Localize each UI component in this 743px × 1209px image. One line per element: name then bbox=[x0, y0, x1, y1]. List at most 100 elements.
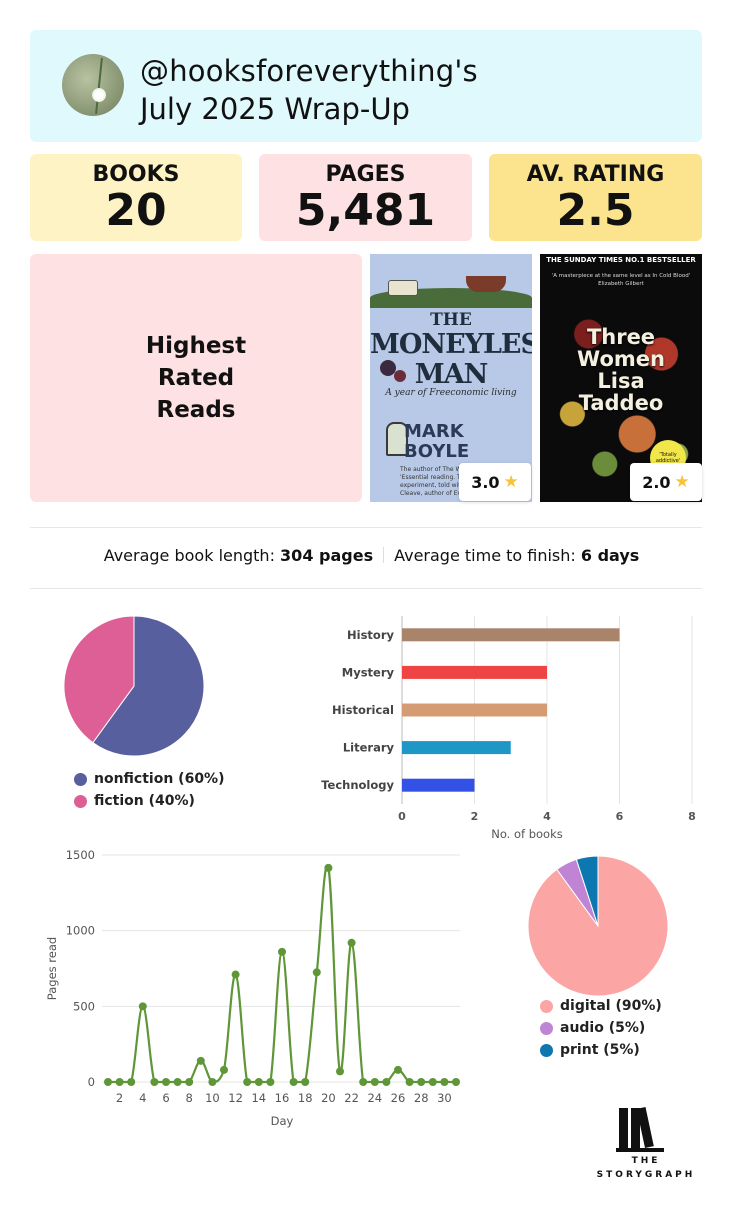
y-axis-label: Pages read bbox=[45, 937, 59, 1000]
avg-time-value: 6 days bbox=[580, 546, 640, 565]
flower-icon bbox=[92, 88, 106, 102]
book-cover-moneyless-man[interactable]: THE MONEYLESS MAN A year of Freeconomic … bbox=[370, 254, 532, 502]
legend-item-audio[interactable]: audio (5%) bbox=[540, 1017, 662, 1039]
y-tick-label: 0 bbox=[88, 1075, 95, 1089]
berry-icon bbox=[380, 360, 396, 376]
data-point-day-16[interactable] bbox=[278, 947, 286, 956]
data-point-day-12[interactable] bbox=[231, 970, 240, 979]
data-point-day-24[interactable] bbox=[370, 1078, 379, 1086]
legend-item-nonfiction[interactable]: nonfiction (60%) bbox=[74, 768, 224, 790]
cover-subtitle: A year of Freeconomic living bbox=[385, 388, 517, 398]
book-rating-value: 2.0 bbox=[642, 472, 671, 492]
rating-stat-value: 2.5 bbox=[556, 185, 635, 236]
data-point-day-25[interactable] bbox=[382, 1078, 391, 1086]
berry-icon bbox=[394, 370, 406, 382]
data-point-day-9[interactable] bbox=[196, 1056, 205, 1065]
avatar[interactable] bbox=[62, 54, 124, 116]
x-tick-label: 2 bbox=[116, 1091, 123, 1105]
data-point-day-13[interactable] bbox=[243, 1078, 252, 1086]
legend-item-digital[interactable]: digital (90%) bbox=[540, 995, 662, 1017]
books-logo-icon bbox=[619, 1107, 665, 1148]
book-rating-value: 3.0 bbox=[471, 472, 500, 492]
bar-historical[interactable] bbox=[402, 703, 547, 717]
avg-length-value: 304 pages bbox=[280, 546, 374, 565]
data-point-day-5[interactable] bbox=[150, 1078, 159, 1086]
data-point-day-4[interactable] bbox=[138, 1002, 147, 1011]
x-tick-label: 24 bbox=[367, 1091, 382, 1105]
x-tick-label: 10 bbox=[205, 1091, 220, 1105]
cover-top-text: THE SUNDAY TIMES NO.1 BESTSELLER bbox=[546, 256, 696, 264]
book-rating-badge: 2.0 ★ bbox=[630, 463, 702, 501]
format-pie-legend: digital (90%) audio (5%) print (5%) bbox=[540, 995, 662, 1061]
pages-stat-label: PAGES bbox=[325, 162, 406, 187]
bar-history[interactable] bbox=[402, 628, 620, 642]
data-point-day-26[interactable] bbox=[394, 1065, 402, 1074]
y-tick-label: 500 bbox=[73, 999, 95, 1013]
data-point-day-6[interactable] bbox=[162, 1078, 170, 1086]
data-point-day-3[interactable] bbox=[127, 1078, 136, 1086]
legend-label: audio (5%) bbox=[560, 1020, 646, 1036]
fiction-pie-legend: nonfiction (60%) fiction (40%) bbox=[74, 768, 224, 812]
user-handle: @hooksforeverything's bbox=[140, 54, 478, 88]
data-point-day-27[interactable] bbox=[405, 1078, 414, 1086]
x-tick-label: 6 bbox=[616, 810, 624, 823]
separator bbox=[383, 547, 385, 563]
data-point-day-22[interactable] bbox=[347, 938, 356, 947]
data-point-day-2[interactable] bbox=[115, 1078, 124, 1086]
star-icon: ★ bbox=[674, 472, 690, 492]
legend-item-print[interactable]: print (5%) bbox=[540, 1039, 662, 1061]
caravan-icon bbox=[388, 280, 418, 296]
bar-literary[interactable] bbox=[402, 741, 511, 755]
x-tick-label: 30 bbox=[437, 1091, 452, 1105]
pie-slice-print[interactable] bbox=[575, 855, 599, 927]
data-point-day-18[interactable] bbox=[301, 1078, 310, 1086]
wheelbarrow-icon bbox=[466, 276, 506, 292]
data-point-day-19[interactable] bbox=[312, 968, 321, 977]
cover-title: Three Women Lisa Taddeo bbox=[540, 326, 702, 414]
data-point-day-14[interactable] bbox=[254, 1078, 263, 1086]
flower-stem bbox=[95, 58, 103, 114]
divider bbox=[30, 527, 702, 528]
data-point-day-21[interactable] bbox=[336, 1067, 344, 1076]
category-label: Mystery bbox=[342, 665, 395, 679]
data-point-day-28[interactable] bbox=[417, 1078, 426, 1086]
data-point-day-1[interactable] bbox=[104, 1078, 112, 1086]
category-label: Historical bbox=[332, 703, 394, 717]
books-stat-label: BOOKS bbox=[92, 162, 180, 187]
pie-slice-fiction[interactable] bbox=[63, 615, 135, 744]
data-point-day-15[interactable] bbox=[266, 1078, 275, 1086]
book-cover-three-women[interactable]: THE SUNDAY TIMES NO.1 BESTSELLER 'A mast… bbox=[540, 254, 702, 502]
data-point-day-23[interactable] bbox=[359, 1078, 368, 1086]
data-point-day-30[interactable] bbox=[440, 1078, 449, 1086]
books-stat-card: BOOKS 20 bbox=[30, 154, 242, 241]
highest-rated-heading: Highest Rated Reads bbox=[145, 333, 247, 423]
x-tick-label: 22 bbox=[344, 1091, 359, 1105]
storygraph-logo: THE STORYGRAPH bbox=[590, 1107, 702, 1184]
category-label: Technology bbox=[321, 778, 394, 792]
data-point-day-31[interactable] bbox=[452, 1078, 460, 1086]
bar-mystery[interactable] bbox=[402, 665, 547, 679]
bar-technology[interactable] bbox=[402, 778, 475, 792]
book-rating-badge: 3.0 ★ bbox=[459, 463, 531, 501]
data-point-day-8[interactable] bbox=[185, 1078, 194, 1086]
data-point-day-7[interactable] bbox=[173, 1078, 182, 1086]
star-icon: ★ bbox=[503, 472, 519, 492]
data-point-day-20[interactable] bbox=[324, 863, 333, 872]
legend-swatch bbox=[74, 794, 87, 808]
data-point-day-10[interactable] bbox=[208, 1078, 217, 1086]
pie-slice-nonfiction[interactable] bbox=[92, 615, 205, 757]
cover-title-line1: Three bbox=[586, 325, 656, 349]
x-tick-label: 8 bbox=[688, 810, 696, 823]
legend-label: fiction (40%) bbox=[94, 793, 195, 809]
wrap-up-title: July 2025 Wrap-Up bbox=[140, 92, 410, 126]
x-tick-label: 8 bbox=[186, 1091, 193, 1105]
legend-item-fiction[interactable]: fiction (40%) bbox=[74, 790, 224, 812]
x-axis-label: Day bbox=[271, 1114, 294, 1128]
logo-line2: STORYGRAPH bbox=[596, 1170, 696, 1180]
data-point-day-11[interactable] bbox=[220, 1065, 228, 1074]
books-stat-value: 20 bbox=[105, 185, 167, 236]
data-point-day-17[interactable] bbox=[289, 1078, 298, 1086]
x-tick-label: 4 bbox=[139, 1091, 146, 1105]
data-point-day-29[interactable] bbox=[428, 1078, 437, 1086]
